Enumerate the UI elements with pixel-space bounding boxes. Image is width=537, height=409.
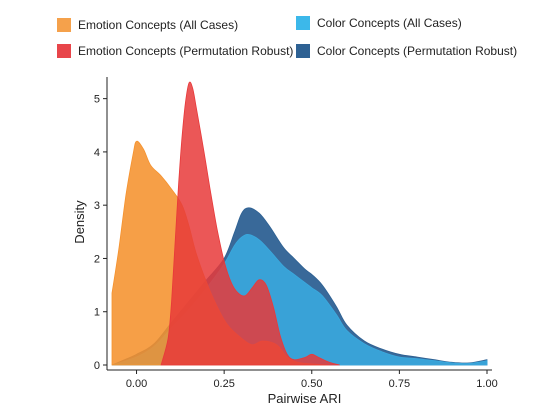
y-tick-label: 3 — [94, 200, 100, 212]
x-tick-label: 0.25 — [213, 378, 234, 390]
legend-label-color-concepts-permutation-robust: Color Concepts (Permutation Robust) — [317, 44, 517, 58]
legend-swatch-color-concepts-all-cases — [296, 16, 310, 30]
y-tick-label: 0 — [94, 360, 100, 372]
legend-swatch-color-concepts-permutation-robust — [296, 44, 310, 58]
y-tick-label: 1 — [94, 307, 100, 319]
area-emotion-concepts-permutation-robust — [160, 81, 340, 366]
legend-label-emotion-concepts-permutation-robust: Emotion Concepts (Permutation Robust) — [78, 44, 293, 58]
y-axis-label: Density — [72, 200, 87, 244]
density-areas — [111, 81, 488, 366]
x-tick-label: 0.50 — [301, 378, 322, 390]
legend: Emotion Concepts (All Cases) Emotion Conc… — [57, 16, 517, 58]
x-tick-label: 0.00 — [126, 378, 147, 390]
y-tick-label: 2 — [94, 253, 100, 265]
x-tick-label: 0.75 — [389, 378, 410, 390]
legend-swatch-emotion-concepts-all-cases — [57, 18, 71, 32]
x-axis-label: Pairwise ARI — [268, 391, 342, 406]
x-tick-label: 1.00 — [476, 378, 497, 390]
y-tick-label: 5 — [94, 94, 100, 106]
legend-label-emotion-concepts-all-cases: Emotion Concepts (All Cases) — [78, 18, 238, 32]
legend-swatch-emotion-concepts-permutation-robust — [57, 44, 71, 58]
legend-label-color-concepts-all-cases: Color Concepts (All Cases) — [317, 16, 462, 30]
y-tick-label: 4 — [94, 147, 100, 159]
axes: 0 1 2 3 4 5 0.00 0.25 0.50 0.75 1.00 Pairwise ARI De… — [72, 77, 498, 406]
